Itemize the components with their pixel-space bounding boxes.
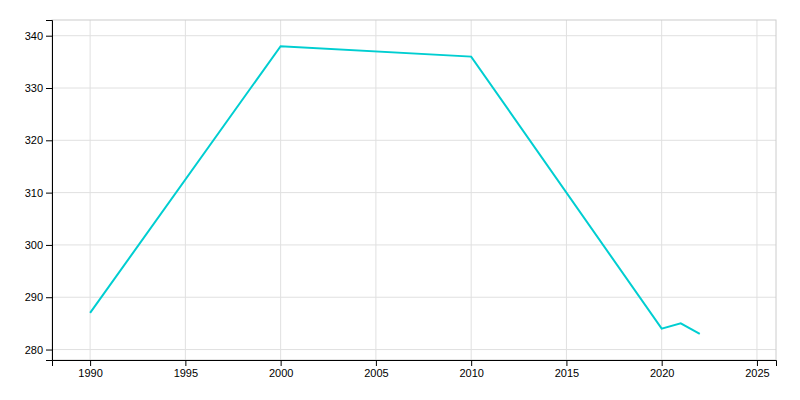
tick: 2010 [459,360,483,379]
tick-label: 1990 [78,367,102,379]
grid-line [52,244,776,245]
series [90,46,700,334]
tick-mark [281,360,282,366]
grid-line [375,20,376,360]
tick: 300 [25,239,52,251]
axis-line [53,361,777,367]
tick: 280 [25,344,52,356]
grid-line [185,20,186,360]
tick: 2020 [650,360,674,379]
tick-label: 2000 [269,367,293,379]
tick: 2000 [269,360,293,379]
tick: 310 [25,187,52,199]
tick-label: 2020 [650,367,674,379]
tick-label: 330 [25,82,43,94]
tick: 340 [25,30,52,42]
y-axis: 280 290 300 310 320 330 340 [25,21,53,361]
tick-label: 2010 [459,367,483,379]
grid-line [661,20,662,360]
tick: 2025 [745,360,769,379]
tick-mark [46,140,52,141]
tick-label: 2005 [364,367,388,379]
tick-label: 2015 [555,367,579,379]
tick-label: 300 [25,239,43,251]
grid [52,20,776,360]
grid-line [52,192,776,193]
plot-frame [52,20,776,360]
tick-label: 310 [25,187,43,199]
tick-mark [46,36,52,37]
tick-label: 2025 [745,367,769,379]
grid-line [471,20,472,360]
grid-line [52,297,776,298]
tick-label: 320 [25,134,43,146]
grid-line [52,349,776,350]
grid-line [90,20,91,360]
grid-line [280,20,281,360]
tick-label: 280 [25,344,43,356]
tick-mark [376,360,377,366]
grid-line [566,20,567,360]
axis-line [46,21,53,361]
tick-mark [46,297,52,298]
tick: 2015 [555,360,579,379]
tick-mark [90,360,91,366]
grid-line [52,35,776,36]
grid-line [52,88,776,89]
x-axis: 1990 1995 2000 2005 2010 2015 2020 2025 [53,360,777,379]
tick-mark [46,245,52,246]
tick-label: 1995 [174,367,198,379]
tick-mark [46,193,52,194]
tick-mark [185,360,186,366]
tick-mark [566,360,567,366]
tick-label: 340 [25,30,43,42]
tick-mark [471,360,472,366]
chart: 1990 1995 2000 2005 2010 2015 2020 2025 280 290 30… [0,0,800,400]
grid-line [52,140,776,141]
line [90,46,700,334]
tick-mark [662,360,663,366]
tick-label: 290 [25,291,43,303]
tick: 2005 [364,360,388,379]
plot: 1990 1995 2000 2005 2010 2015 2020 2025 280 290 30… [25,20,777,379]
tick: 330 [25,82,52,94]
tick: 320 [25,134,52,146]
tick-mark [46,350,52,351]
grid-line [756,20,757,360]
tick: 1990 [78,360,102,379]
tick: 290 [25,291,52,303]
tick: 1995 [174,360,198,379]
tick-mark [757,360,758,366]
tick-mark [46,88,52,89]
